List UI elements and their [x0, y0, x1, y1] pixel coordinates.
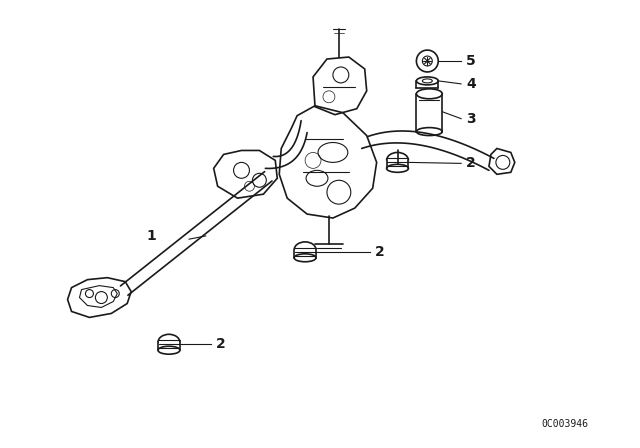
Text: 2: 2 [216, 337, 225, 351]
Text: 0C003946: 0C003946 [541, 419, 588, 429]
Text: 3: 3 [466, 112, 476, 125]
Text: 2: 2 [374, 245, 385, 259]
Text: 4: 4 [466, 77, 476, 91]
Text: 2: 2 [466, 156, 476, 170]
Text: 5: 5 [466, 54, 476, 68]
Text: 1: 1 [147, 229, 156, 243]
